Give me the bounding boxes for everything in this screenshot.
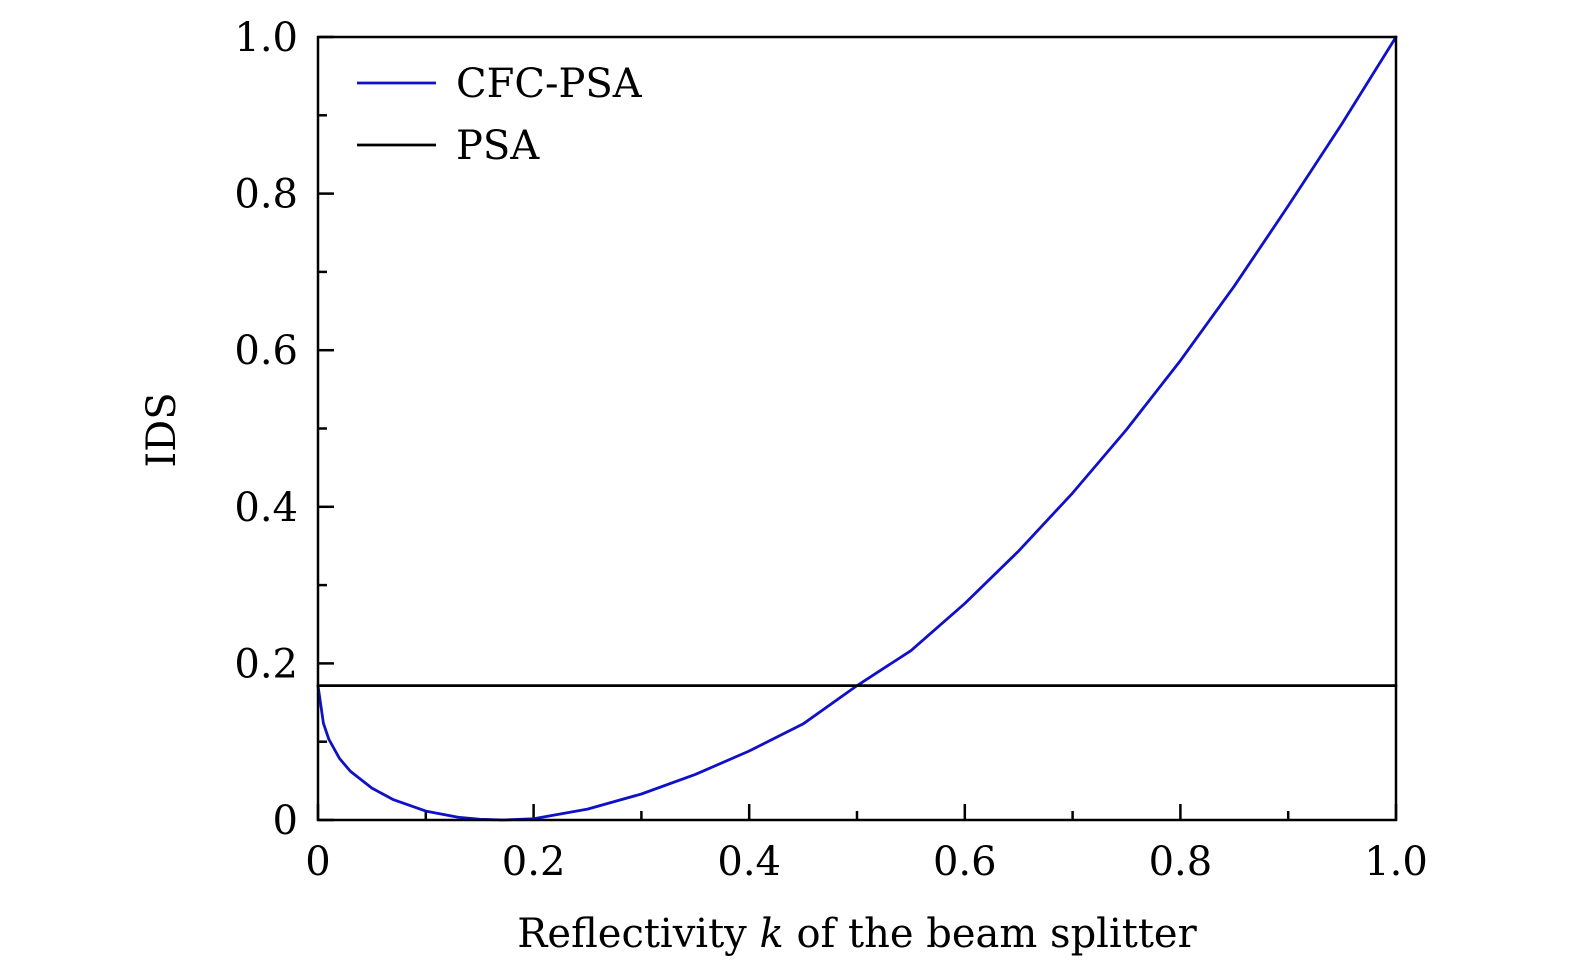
y-tick-label: 0 [273, 798, 298, 844]
x-axis-title-part: of the beam splitter [784, 911, 1198, 957]
x-tick-label: 0.6 [933, 839, 997, 885]
x-axis: 0 0.2 0.4 0.6 0.8 1.0 [305, 804, 1428, 885]
series-layer [316, 35, 1398, 822]
x-tick-label: 1.0 [1364, 839, 1428, 885]
series-line-cfc-psa [316, 35, 1398, 822]
x-axis-title-part: k [759, 911, 783, 957]
y-tick-label: 1.0 [234, 15, 298, 61]
x-axis-title: Reflectivity k of the beam splitter [517, 911, 1197, 957]
x-axis-title-part: Reflectivity [517, 911, 759, 957]
x-tick-label: 0.2 [502, 839, 566, 885]
plot-frame [316, 35, 1398, 822]
y-tick-label: 0.6 [234, 328, 298, 374]
y-tick-label: 0.8 [234, 172, 298, 218]
legend-label: PSA [456, 123, 540, 169]
x-tick-label: 0.8 [1149, 839, 1213, 885]
y-axis-title: IDS [139, 392, 185, 467]
legend-label: CFC-PSA [456, 61, 643, 107]
y-tick-label: 0.4 [234, 485, 298, 531]
legend: CFC-PSA PSA [357, 61, 643, 169]
x-tick-label: 0.4 [717, 839, 781, 885]
x-tick-label: 0 [305, 839, 330, 885]
y-tick-label: 0.2 [234, 641, 298, 687]
y-axis: 0 0.2 0.4 0.6 0.8 1.0 [234, 15, 334, 844]
